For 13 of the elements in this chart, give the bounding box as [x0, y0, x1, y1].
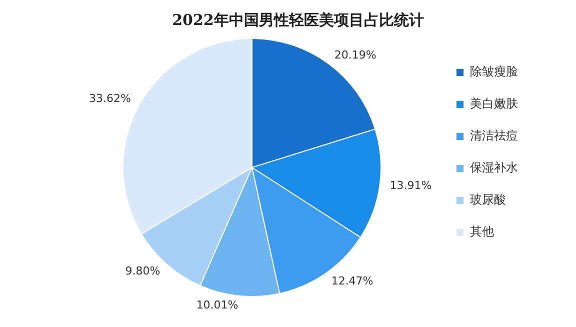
legend-label: 保湿补水 [470, 160, 518, 175]
legend-label: 清洁祛痘 [470, 128, 518, 143]
legend-label: 其他 [470, 224, 494, 239]
legend-label: 美白嫩肤 [470, 96, 518, 111]
data-label: 33.62% [89, 92, 131, 105]
legend-label: 除皱瘦脸 [470, 64, 518, 79]
data-label: 13.91% [390, 179, 432, 192]
legend-label: 玻尿酸 [470, 192, 506, 207]
chart-title: 2022年中国男性轻医美项目占比统计 [172, 10, 424, 29]
data-label: 9.80% [125, 264, 160, 278]
data-label: 10.01% [196, 298, 238, 312]
data-label: 20.19% [334, 48, 376, 62]
data-label: 12.47% [331, 274, 374, 288]
